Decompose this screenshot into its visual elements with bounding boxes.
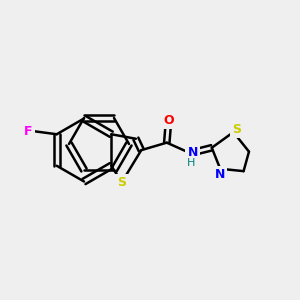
- Text: S: S: [232, 123, 242, 136]
- Text: N: N: [188, 146, 198, 159]
- Text: S: S: [117, 176, 126, 189]
- Text: O: O: [163, 114, 174, 127]
- Text: N: N: [214, 168, 225, 181]
- Text: H: H: [187, 158, 195, 168]
- Text: F: F: [24, 125, 32, 138]
